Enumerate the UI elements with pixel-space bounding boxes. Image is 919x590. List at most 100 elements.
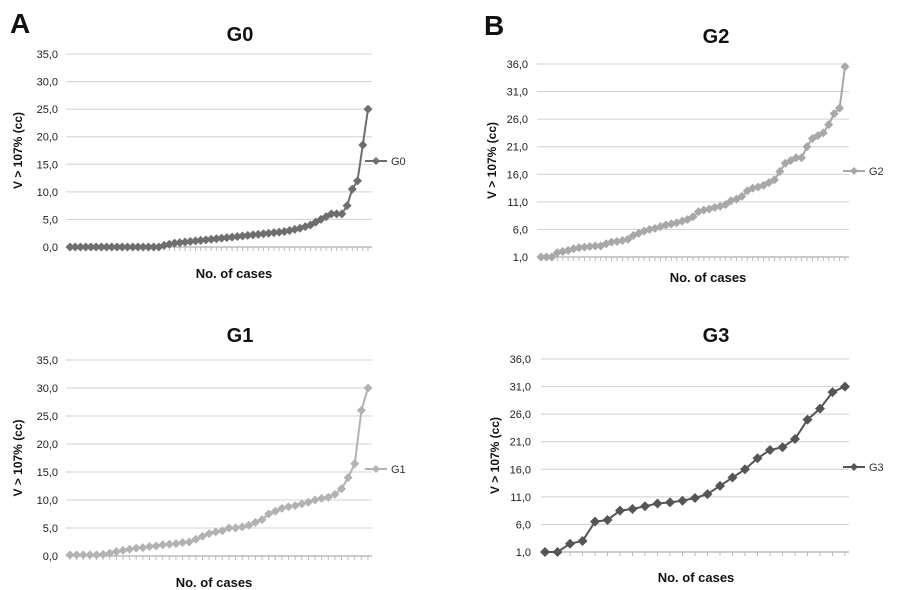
- series-line: [541, 66, 846, 258]
- data-point: [105, 548, 115, 558]
- y-tick-label: 5,0: [43, 214, 58, 226]
- data-point: [721, 200, 731, 210]
- data-point: [191, 534, 201, 544]
- data-point: [264, 509, 274, 519]
- data-point: [211, 234, 221, 244]
- data-point: [337, 484, 347, 494]
- chart-title: G1: [227, 325, 254, 347]
- data-point: [353, 176, 363, 186]
- data-point: [790, 433, 800, 444]
- legend-marker: [850, 167, 858, 175]
- data-point: [343, 473, 353, 483]
- x-axis-label: No. of cases: [176, 575, 253, 590]
- data-point: [565, 538, 575, 549]
- data-point: [217, 233, 227, 243]
- data-point: [802, 414, 813, 425]
- data-point: [98, 549, 108, 559]
- data-point: [310, 495, 320, 505]
- y-tick-label: 11,0: [507, 197, 528, 209]
- data-point: [284, 502, 294, 512]
- data-point: [175, 238, 185, 248]
- data-point: [118, 545, 128, 555]
- data-point: [138, 543, 148, 553]
- y-tick-label: 10,0: [37, 187, 58, 199]
- data-point: [253, 229, 263, 239]
- y-tick-label: 21,0: [510, 437, 531, 449]
- data-point: [237, 522, 247, 532]
- y-axis-label: V > 107% (cc): [488, 417, 502, 494]
- data-point: [727, 472, 738, 483]
- data-point: [332, 209, 342, 219]
- data-point: [342, 201, 352, 211]
- chart-g0: 0,0 5,0 10,0 15,0 20,0 25,0 30,0 35,0 G0 V > 107%…: [11, 24, 406, 281]
- data-point: [70, 242, 80, 252]
- data-point: [196, 235, 206, 245]
- data-point: [257, 515, 267, 525]
- data-point: [802, 142, 812, 152]
- data-point: [224, 523, 234, 533]
- y-tick-label: 25,0: [37, 104, 58, 116]
- data-point: [765, 444, 775, 455]
- data-point: [243, 230, 253, 240]
- data-point: [91, 242, 101, 252]
- data-point: [151, 541, 161, 551]
- chart-g2: 1,0 6,0 11,0 16,0 21,0 26,0 31,0 36,0 G2 V > 107%…: [485, 26, 884, 285]
- chart-g1: 0,0 5,0 10,0 15,0 20,0 25,0 30,0 35,0 G1 V > 107%…: [11, 325, 406, 590]
- data-point: [197, 531, 207, 541]
- series-line: [70, 108, 369, 248]
- data-point: [131, 543, 141, 553]
- data-point: [775, 167, 785, 177]
- data-point: [590, 516, 600, 527]
- data-point: [824, 120, 834, 130]
- chart-title: G0: [227, 24, 254, 46]
- data-point: [125, 544, 135, 554]
- y-tick-label: 20,0: [37, 132, 58, 144]
- y-tick-label: 30,0: [37, 77, 58, 89]
- data-point: [840, 381, 850, 392]
- y-tick-label: 15,0: [37, 159, 58, 171]
- data-point: [190, 236, 200, 246]
- y-tick-label: 31,0: [510, 382, 531, 394]
- data-point: [75, 242, 85, 252]
- data-point: [277, 503, 287, 513]
- data-point: [144, 541, 154, 551]
- data-point: [211, 527, 221, 537]
- data-point: [117, 242, 127, 252]
- data-point: [133, 242, 143, 252]
- y-tick-label: 36,0: [507, 59, 528, 71]
- data-point: [737, 191, 747, 201]
- y-tick-label: 21,0: [507, 142, 528, 154]
- y-tick-label: 11,0: [510, 492, 531, 504]
- data-point: [585, 242, 595, 252]
- data-point: [326, 209, 336, 219]
- y-tick-label: 25,0: [37, 411, 58, 423]
- data-point: [184, 537, 194, 547]
- data-point: [740, 464, 750, 475]
- data-point: [206, 234, 216, 244]
- data-point: [777, 442, 788, 453]
- y-tick-label: 1,0: [513, 252, 528, 264]
- data-point: [827, 387, 838, 398]
- data-point: [330, 489, 340, 499]
- data-point: [112, 242, 122, 252]
- data-point: [791, 153, 801, 163]
- data-point: [797, 153, 807, 163]
- y-axis-label: V > 107% (cc): [11, 112, 25, 189]
- data-point: [579, 242, 589, 252]
- data-point: [835, 103, 845, 113]
- y-axis-label: V > 107% (cc): [485, 122, 499, 199]
- legend-label: G1: [391, 464, 406, 476]
- legend-marker: [850, 463, 858, 471]
- data-point: [270, 506, 280, 516]
- y-tick-label: 20,0: [37, 439, 58, 451]
- data-point: [158, 540, 168, 550]
- data-point: [317, 493, 327, 503]
- data-point: [248, 230, 258, 240]
- data-point: [72, 550, 82, 560]
- data-point: [350, 459, 360, 469]
- data-point: [238, 231, 248, 241]
- y-tick-label: 30,0: [37, 383, 58, 395]
- data-point: [222, 233, 232, 243]
- legend-label: G2: [869, 166, 884, 178]
